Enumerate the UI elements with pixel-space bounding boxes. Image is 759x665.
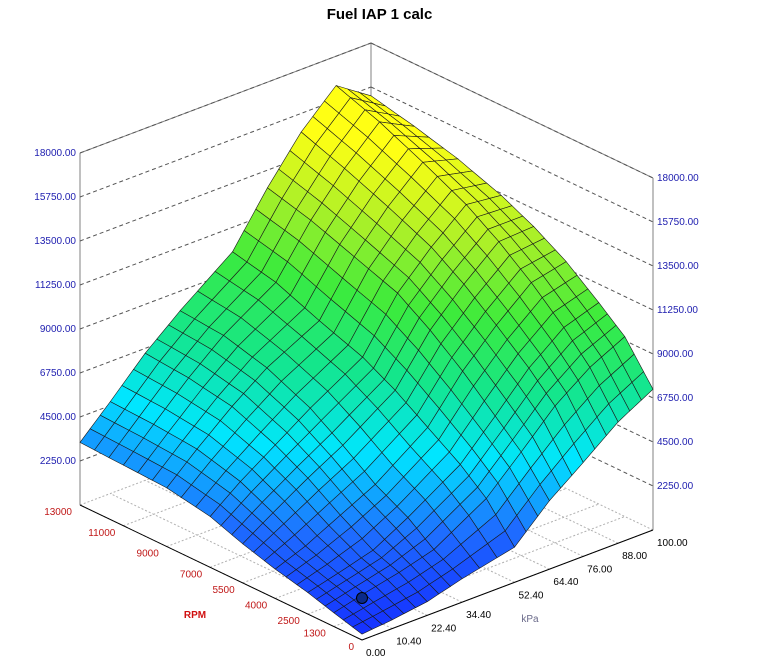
z-tick-label-left: 13500.00: [34, 236, 76, 247]
rpm-tick-label: 0: [348, 642, 354, 653]
chart-title: Fuel IAP 1 calc: [326, 6, 433, 23]
z-tick-label-right: 13500.00: [657, 261, 699, 272]
wall-gridline-right: [370, 86, 654, 223]
z-tick-label-left: 2250.00: [40, 456, 77, 467]
kpa-axis-title: kPa: [521, 614, 539, 625]
kpa-tick-label: 34.40: [466, 610, 491, 621]
z-tick-label-left: 6750.00: [40, 368, 77, 379]
z-tick-label-left: 4500.00: [40, 412, 77, 423]
z-tick-label-left: 11250.00: [35, 280, 76, 291]
rpm-tick-label: 7000: [180, 569, 203, 580]
kpa-tick-label: 10.40: [396, 637, 421, 648]
kpa-tick-label: 52.40: [518, 590, 543, 601]
z-tick-label-right: 11250.00: [657, 305, 698, 316]
z-tick-label-right: 18000.00: [657, 173, 699, 184]
rpm-tick-label: 2500: [278, 616, 301, 627]
rpm-tick-label: 5500: [212, 585, 235, 596]
wall-gridline-right: [370, 42, 654, 179]
kpa-axis-line: [361, 529, 654, 641]
kpa-tick-label: 88.00: [622, 551, 647, 562]
z-tick-label-right: 4500.00: [657, 437, 694, 448]
surface-cell: [352, 621, 373, 635]
rpm-tick-label: 4000: [245, 600, 268, 611]
cursor-point-marker[interactable]: [356, 592, 368, 604]
wall-gridline-left: [79, 42, 372, 154]
rpm-axis-title: RPM: [184, 610, 206, 621]
z-tick-label-right: 2250.00: [657, 481, 694, 492]
z-tick-label-left: 15750.00: [34, 192, 76, 203]
kpa-tick-label: 76.00: [587, 564, 612, 575]
z-tick-label-right: 6750.00: [657, 393, 694, 404]
kpa-tick-label: 100.00: [657, 538, 688, 549]
rpm-tick-label: 13000: [44, 507, 72, 518]
kpa-tick-label: 0.00: [366, 648, 386, 659]
z-tick-label-left: 9000.00: [40, 324, 77, 335]
rpm-tick-label: 1300: [304, 629, 327, 640]
axis-labels: 2250.00 2250.00 4500.00 4500.00 6750.00 6750.…: [34, 148, 699, 659]
kpa-tick-label: 22.40: [431, 623, 456, 634]
surface-mesh: [79, 85, 654, 635]
rpm-tick-label: 9000: [137, 549, 160, 560]
rpm-tick-label: 11000: [88, 528, 116, 539]
z-tick-label-left: 18000.00: [34, 148, 76, 159]
rpm-axis-line: [79, 504, 363, 641]
kpa-tick-label: 64.40: [553, 577, 578, 588]
z-tick-label-right: 9000.00: [657, 349, 694, 360]
z-tick-label-right: 15750.00: [657, 217, 699, 228]
